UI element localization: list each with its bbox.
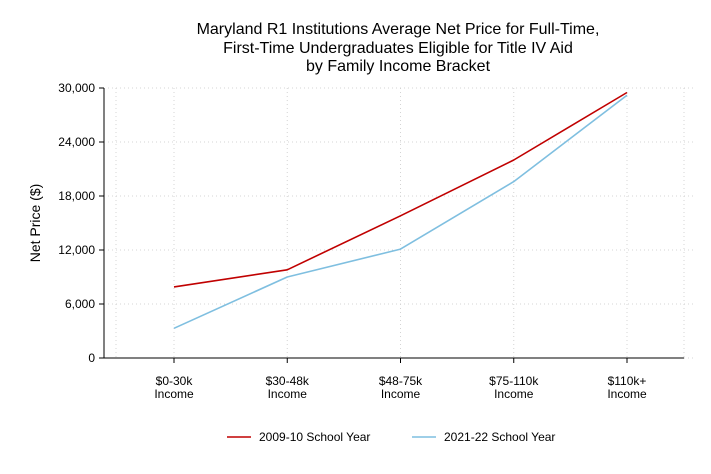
chart-title: Maryland R1 Institutions Average Net Pri… xyxy=(197,21,600,75)
y-tick-label: 0 xyxy=(88,351,95,365)
x-tick-label: $30-48k xyxy=(266,374,310,388)
legend: 2009-10 School Year 2021-22 School Year xyxy=(227,430,555,444)
y-tick-label: 12,000 xyxy=(58,243,95,257)
y-tick-label: 30,000 xyxy=(58,81,95,95)
chart-title-line-2: First-Time Undergraduates Eligible for T… xyxy=(223,40,573,57)
y-axis-label: Net Price ($) xyxy=(27,184,43,263)
x-tick-label: $110k+ xyxy=(608,374,647,388)
x-tick-label: $75-110k xyxy=(489,374,539,388)
x-tick-label: Income xyxy=(381,387,421,401)
series-line-2 xyxy=(173,94,628,330)
axes xyxy=(103,88,684,359)
series-line-1 xyxy=(173,91,628,288)
x-tick-label: $48-75k xyxy=(379,374,423,388)
legend-label: 2009-10 School Year xyxy=(259,430,370,444)
legend-label: 2021-22 School Year xyxy=(444,430,555,444)
x-tick-label: Income xyxy=(154,387,194,401)
chart-title-line-1: Maryland R1 Institutions Average Net Pri… xyxy=(197,21,600,38)
x-tick-label: $0-30k xyxy=(156,374,194,388)
x-tick-label: Income xyxy=(268,387,308,401)
y-tick-label: 24,000 xyxy=(58,135,95,149)
x-axis-ticks: $0-30kIncome$30-48kIncome$48-75kIncome$7… xyxy=(154,358,647,401)
grid-lines xyxy=(108,87,694,359)
series-lines xyxy=(173,91,628,330)
y-tick-label: 18,000 xyxy=(58,189,95,203)
y-tick-label: 6,000 xyxy=(65,297,95,311)
x-tick-label: Income xyxy=(494,387,534,401)
chart-title-line-3: by Family Income Bracket xyxy=(306,58,491,75)
y-axis-ticks: 0 6,000 12,000 18,000 24,000 30,000 xyxy=(58,81,104,365)
x-tick-label: Income xyxy=(607,387,647,401)
